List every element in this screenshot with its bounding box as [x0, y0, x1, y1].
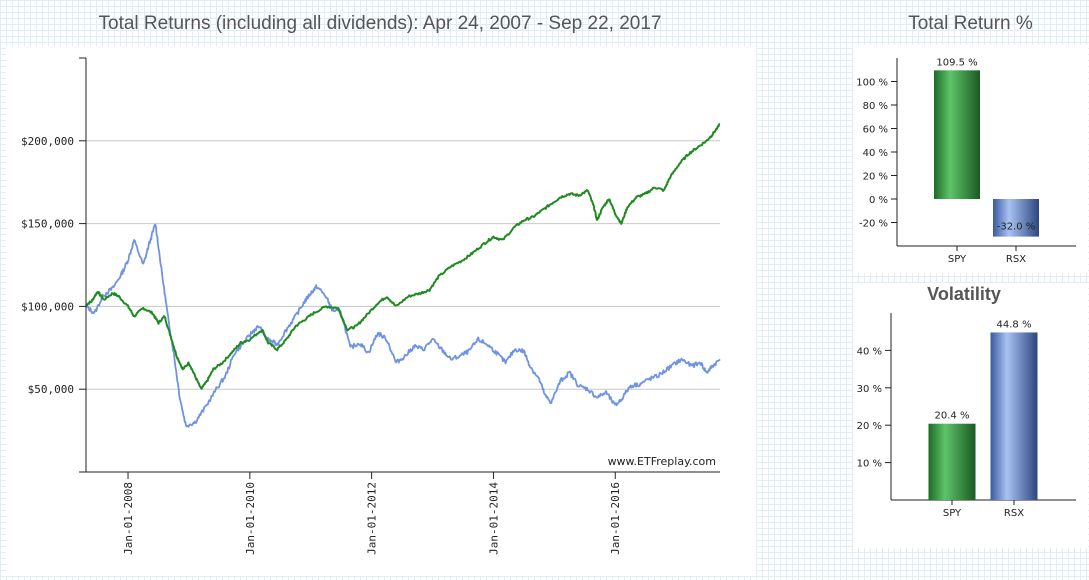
vol-y-tick-label: 30 % — [857, 384, 882, 395]
vol-category-label: SPY — [943, 508, 962, 519]
main-chart-title: Total Returns (including all dividends):… — [98, 13, 662, 34]
ret-bar-spy — [934, 70, 980, 200]
x-tick-label: Jan-01-2012 — [366, 482, 379, 555]
y-tick-label: $100,000 — [21, 300, 74, 313]
ret-value-label: -32.0 % — [997, 222, 1036, 233]
y-tick-label: $200,000 — [21, 135, 74, 148]
main-series — [85, 123, 721, 428]
x-tick-label: Jan-01-2014 — [487, 482, 500, 555]
total-return-title: Total Return % — [908, 13, 1033, 34]
vol-y-tick-label: 20 % — [857, 421, 882, 432]
vol-category-label: RSX — [1004, 508, 1024, 519]
main-grid — [86, 140, 720, 390]
vol-value-label: 20.4 % — [935, 411, 970, 422]
ret-y-tick-label: 20 % — [863, 172, 888, 183]
vol-bar-spy — [928, 423, 976, 500]
volatility-panel — [853, 283, 1088, 548]
ret-y-tick-label: 100 % — [856, 78, 888, 89]
vol-y-tick-label: 40 % — [857, 346, 882, 357]
ret-category-label: SPY — [948, 254, 967, 265]
ret-y-tick-label: 80 % — [863, 101, 888, 112]
watermark-text: www.ETFreplay.com — [608, 455, 716, 468]
ret-y-tick-label: 60 % — [863, 125, 888, 136]
y-tick-label: $50,000 — [28, 383, 74, 396]
ret-category-label: RSX — [1006, 254, 1026, 265]
main-axes: $50,000 $100,000 $150,000 $200,000 Jan-01-20… — [21, 57, 720, 555]
y-tick-label: $150,000 — [21, 218, 74, 231]
ret-y-tick-label: 0 % — [869, 195, 888, 206]
series-line-rsx — [85, 223, 721, 428]
x-tick-label: Jan-01-2016 — [609, 482, 622, 555]
ret-bar-rsx — [993, 199, 1039, 237]
x-tick-label: Jan-01-2010 — [244, 482, 257, 555]
x-tick-label: Jan-01-2008 — [122, 482, 135, 555]
ret-value-label: 109.5 % — [936, 57, 977, 68]
volatility-title: Volatility — [927, 284, 1001, 304]
vol-bar-rsx — [990, 332, 1038, 500]
ret-y-tick-label: 40 % — [863, 148, 888, 159]
vol-y-tick-label: 10 % — [857, 459, 882, 470]
series-line-spy — [85, 123, 721, 390]
ret-y-tick-label: -20 % — [859, 219, 888, 230]
vol-value-label: 44.8 % — [997, 319, 1032, 330]
